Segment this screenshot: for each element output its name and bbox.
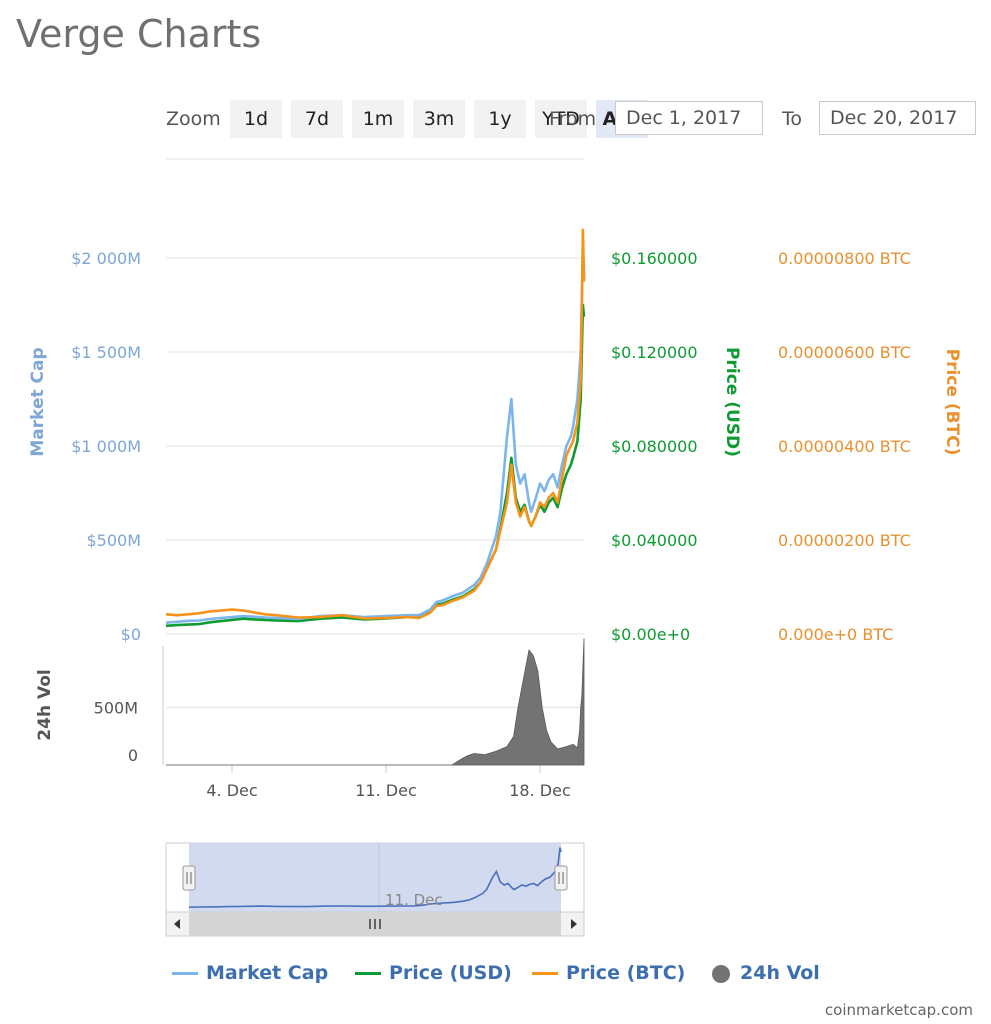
price-usd-axis-title: Price (USD) (722, 347, 742, 457)
volume-tick-label: 500M (94, 699, 138, 718)
page-title: Verge Charts (16, 12, 262, 56)
market-cap-tick-label: $2 000M (71, 249, 141, 268)
market-cap-tick-label: $1 000M (71, 437, 141, 456)
from-date-input[interactable] (615, 101, 763, 135)
market-cap-line (165, 247, 586, 624)
navigator-tick-label: 11. Dec (385, 891, 443, 909)
navigator-left-handle[interactable] (182, 865, 196, 891)
legend-price-usd-label: Price (USD) (389, 962, 512, 984)
legend-item-24h-vol[interactable]: 24h Vol (712, 962, 820, 984)
zoom-1m-button[interactable]: 1m (352, 100, 404, 138)
navigator-right-handle[interactable] (554, 865, 568, 891)
navigator-line (188, 847, 562, 908)
legend-item-price-btc[interactable]: Price (BTC) (532, 962, 685, 984)
price-usd-tick-label: $0.160000 (611, 249, 698, 268)
market-cap-tick-label: $1 500M (71, 343, 141, 362)
x-tick-label: 4. Dec (206, 781, 257, 800)
legend-market-cap-swatch (172, 972, 198, 975)
market-cap-tick-label: $0 (121, 625, 141, 644)
legend-price-btc-swatch (532, 972, 558, 975)
scrollbar-left-arrow-icon[interactable] (174, 919, 180, 929)
legend-item-price-usd[interactable]: Price (USD) (355, 962, 512, 984)
legend-item-market-cap[interactable]: Market Cap (172, 962, 328, 984)
price-btc-tick-label: 0.000e+0 BTC (778, 625, 893, 644)
x-tick-label: 11. Dec (355, 781, 417, 800)
price-usd-tick-label: $0.040000 (611, 531, 698, 550)
price-usd-tick-label: $0.120000 (611, 343, 698, 362)
price-usd-tick-label: $0.00e+0 (611, 625, 690, 644)
zoom-ytd-button[interactable]: YTD (535, 100, 587, 138)
to-label: To (782, 108, 803, 130)
price-btc-tick-label: 0.00000600 BTC (778, 343, 911, 362)
price-btc-tick-label: 0.00000200 BTC (778, 531, 911, 550)
market-cap-axis-title: Market Cap (28, 347, 48, 456)
legend-24h-vol-label: 24h Vol (740, 962, 820, 984)
price-btc-tick-label: 0.00000400 BTC (778, 437, 911, 456)
scrollbar-right-arrow-icon[interactable] (571, 919, 577, 929)
from-label: From (549, 108, 597, 130)
zoom-label: Zoom (166, 108, 221, 130)
volume-tick-label: 0 (128, 746, 138, 765)
price-usd-line (165, 303, 586, 628)
legend-price-usd-swatch (355, 972, 381, 975)
price-btc-tick-label: 0.00000800 BTC (778, 249, 911, 268)
volume-axis-title: 24h Vol (35, 669, 55, 740)
credits-link[interactable]: coinmarketcap.com (824, 1001, 973, 1019)
x-tick-label: 18. Dec (509, 781, 571, 800)
legend-market-cap-label: Market Cap (206, 962, 329, 984)
price-btc-axis-title: Price (BTC) (942, 349, 962, 456)
market-cap-tick-label: $500M (86, 531, 141, 550)
zoom-1y-button[interactable]: 1y (474, 100, 526, 138)
price-usd-tick-label: $0.080000 (611, 437, 698, 456)
price-btc-line (165, 228, 586, 620)
legend-price-btc-label: Price (BTC) (566, 962, 686, 984)
volume-area (166, 638, 585, 766)
legend-24h-vol-swatch (712, 964, 730, 983)
navigator-selection[interactable] (189, 843, 561, 912)
to-date-input[interactable] (819, 101, 976, 135)
zoom-1d-button[interactable]: 1d (230, 100, 282, 138)
zoom-3m-button[interactable]: 3m (413, 100, 465, 138)
zoom-7d-button[interactable]: 7d (291, 100, 343, 138)
